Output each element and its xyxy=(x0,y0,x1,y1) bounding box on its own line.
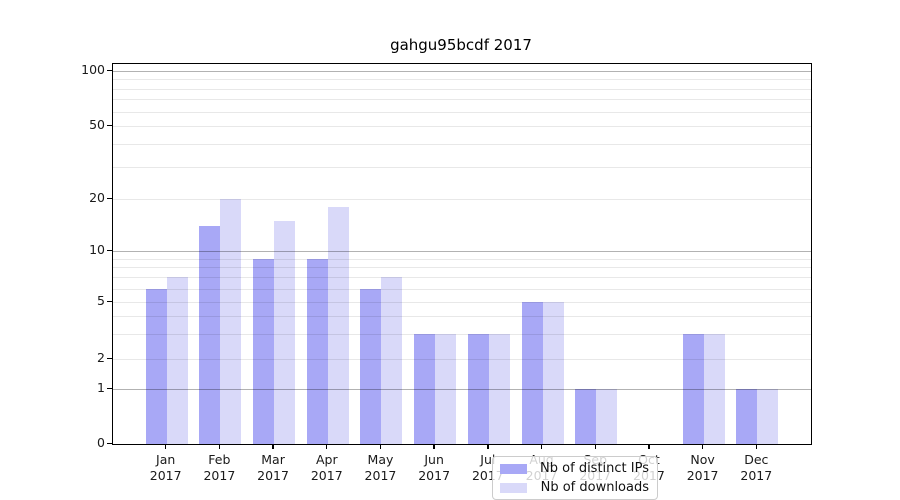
legend: Nb of distinct IPs Nb of downloads xyxy=(492,456,658,500)
x-tick-mark-oct xyxy=(648,444,650,450)
bar-downloads-nov xyxy=(703,333,725,444)
bar-downloads-jul xyxy=(488,333,510,444)
y-tick-mark-1 xyxy=(107,387,112,389)
y-tick-label-0: 0 xyxy=(97,435,105,450)
y-tick-mark-20 xyxy=(107,197,112,199)
bar-ips-sep xyxy=(575,389,597,444)
legend-swatch-distinct-ips xyxy=(500,463,527,474)
y-tick-label-1: 1 xyxy=(97,380,105,395)
y-tick-label-100: 100 xyxy=(81,62,105,77)
bar-downloads-mar xyxy=(274,220,296,444)
x-tick-mark-nov xyxy=(701,444,704,450)
legend-item-distinct-ips: Nb of distinct IPs xyxy=(500,461,649,476)
bar-downloads-jan xyxy=(166,277,188,444)
y-tick-label-10: 10 xyxy=(89,242,105,257)
bar-ips-jun xyxy=(414,333,436,444)
y-tick-mark-50 xyxy=(107,124,112,126)
x-tick-label-mar: Mar 2017 xyxy=(257,452,289,483)
bar-ips-mar xyxy=(253,258,275,444)
legend-label-downloads: Nb of downloads xyxy=(540,480,649,495)
legend-swatch-downloads xyxy=(500,482,527,493)
x-tick-mark-may xyxy=(379,444,382,450)
x-tick-mark-dec xyxy=(755,444,757,450)
x-tick-mark-mar xyxy=(272,444,274,450)
bar-downloads-feb xyxy=(220,199,242,444)
x-tick-mark-sep xyxy=(594,444,596,450)
x-tick-label-apr: Apr 2017 xyxy=(310,452,343,483)
bar-ips-jan xyxy=(145,288,167,444)
x-tick-label-jun: Jun 2017 xyxy=(418,452,451,483)
bar-ips-apr xyxy=(306,258,328,444)
y-tick-label-5: 5 xyxy=(97,293,105,308)
bar-ips-aug xyxy=(521,302,543,444)
y-tick-label-50: 50 xyxy=(89,117,105,132)
bar-ips-jul xyxy=(467,333,489,444)
x-tick-mark-jan xyxy=(164,444,167,450)
x-tick-mark-feb xyxy=(218,444,221,450)
x-tick-mark-apr xyxy=(326,444,328,450)
y-tick-mark-0 xyxy=(107,442,112,444)
x-tick-label-dec: Dec 2017 xyxy=(740,452,773,483)
bar-ips-dec xyxy=(736,389,758,444)
bar-downloads-jun xyxy=(435,333,457,444)
y-tick-mark-2 xyxy=(107,357,112,359)
plot-area: Nb of distinct IPs Nb of downloads xyxy=(112,63,812,500)
x-tick-label-feb: Feb 2017 xyxy=(203,452,236,483)
x-tick-mark-jul xyxy=(487,444,489,450)
bar-downloads-sep xyxy=(596,389,618,444)
bar-downloads-dec xyxy=(757,389,779,444)
x-tick-label-may: May 2017 xyxy=(364,452,397,483)
y-tick-label-2: 2 xyxy=(97,350,105,365)
x-tick-mark-aug xyxy=(540,444,543,450)
bar-downloads-aug xyxy=(542,302,564,444)
bar-ips-feb xyxy=(199,225,221,444)
y-tick-mark-10 xyxy=(107,249,112,251)
y-tick-mark-100 xyxy=(107,69,112,71)
x-tick-mark-jun xyxy=(433,444,435,450)
legend-label-distinct-ips: Nb of distinct IPs xyxy=(540,461,649,476)
bar-ips-may xyxy=(360,288,382,444)
x-tick-label-jan: Jan 2017 xyxy=(149,452,182,483)
x-tick-label-nov: Nov 2017 xyxy=(686,452,719,483)
legend-item-downloads: Nb of downloads xyxy=(500,480,649,495)
y-tick-label-20: 20 xyxy=(89,190,105,205)
y-tick-mark-5 xyxy=(107,300,112,302)
chart-title: gahgu95bcdf 2017 xyxy=(390,36,532,54)
bar-downloads-apr xyxy=(327,206,349,444)
bars-layer xyxy=(113,64,811,444)
bar-ips-nov xyxy=(682,333,704,444)
bar-downloads-may xyxy=(381,277,403,444)
